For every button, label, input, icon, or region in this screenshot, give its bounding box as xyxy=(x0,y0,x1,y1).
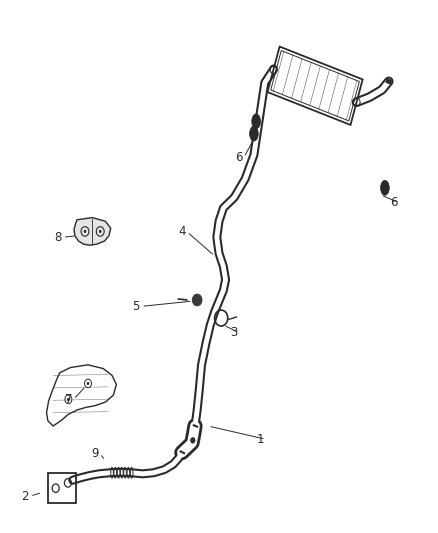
Circle shape xyxy=(190,437,195,443)
Circle shape xyxy=(87,382,89,385)
Text: 7: 7 xyxy=(65,393,72,406)
Ellipse shape xyxy=(252,114,261,129)
Bar xyxy=(48,473,76,503)
Text: 2: 2 xyxy=(21,490,28,503)
Circle shape xyxy=(84,230,86,233)
Ellipse shape xyxy=(381,180,389,195)
Ellipse shape xyxy=(250,126,258,141)
Text: 5: 5 xyxy=(132,300,140,313)
Text: 6: 6 xyxy=(390,196,397,209)
Ellipse shape xyxy=(192,294,202,306)
Circle shape xyxy=(67,398,70,401)
Text: 8: 8 xyxy=(54,231,61,244)
Circle shape xyxy=(99,230,102,233)
Text: 4: 4 xyxy=(178,225,186,238)
Text: 6: 6 xyxy=(235,151,242,164)
Text: 9: 9 xyxy=(91,447,98,460)
Polygon shape xyxy=(74,217,111,245)
Text: 1: 1 xyxy=(257,433,264,446)
Text: 3: 3 xyxy=(230,326,238,340)
